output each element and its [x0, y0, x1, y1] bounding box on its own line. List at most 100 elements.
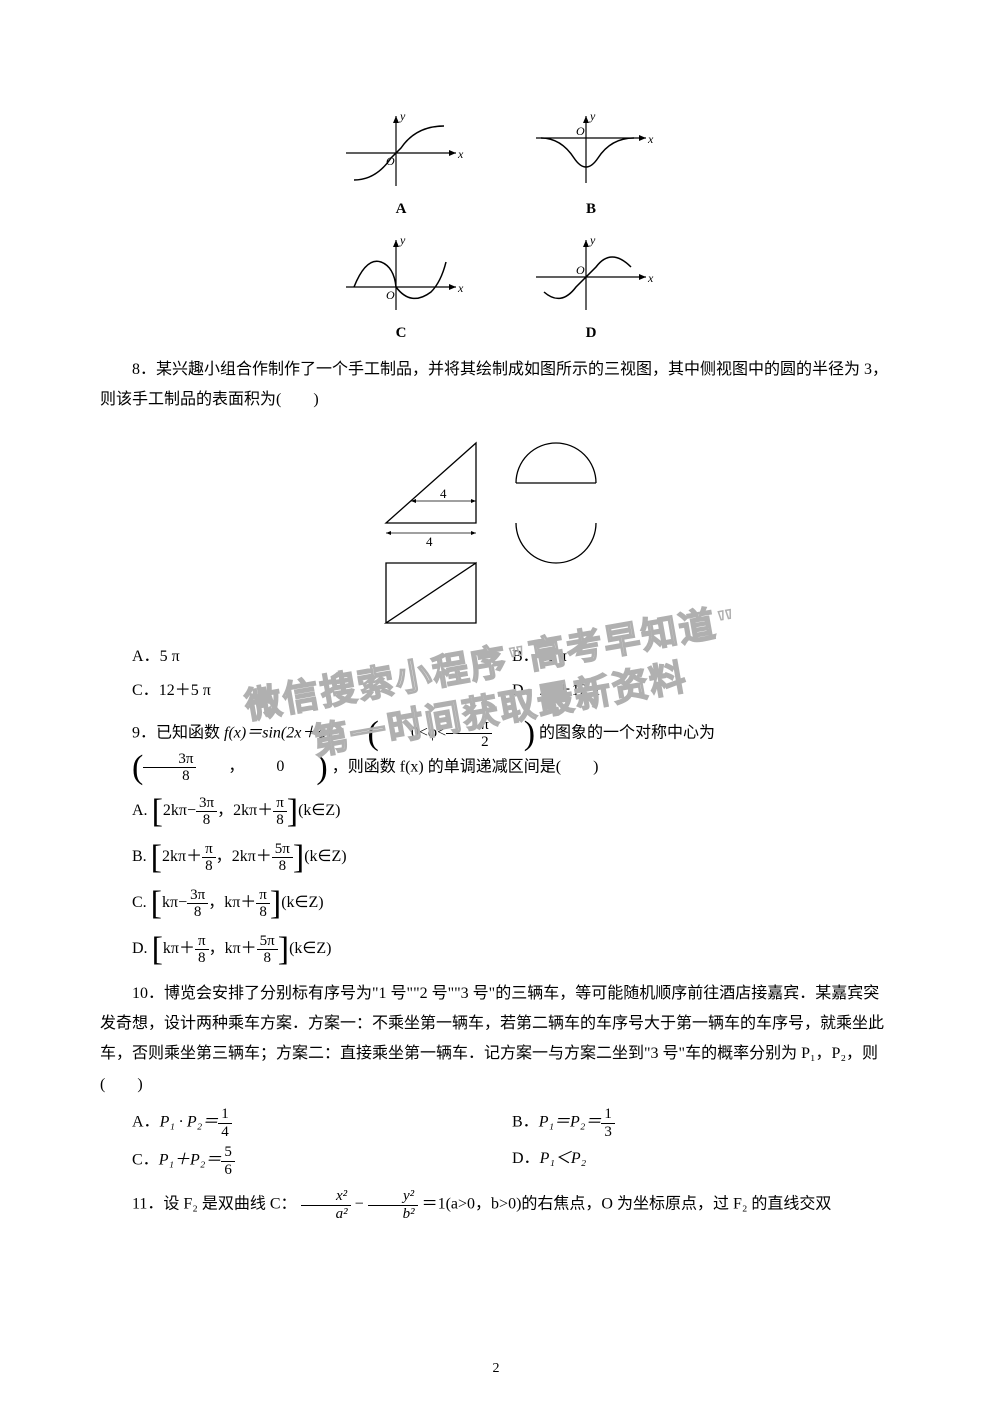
q9c-bn: π — [256, 887, 270, 905]
q9-mid: 的图象的一个对称中心为 — [539, 724, 715, 741]
q9d-an: π — [195, 933, 209, 951]
q10d-lhs: P₁＜P₂ — [540, 1150, 587, 1167]
page-number: 2 — [0, 1356, 992, 1383]
q9b-bn: 5π — [272, 841, 293, 859]
q10c-n: 5 — [221, 1144, 235, 1162]
q10c-lhs: P₁＋P₂＝ — [159, 1152, 222, 1169]
q8-opt-b-text: 10 π — [539, 648, 567, 665]
q11-prefix: 11．设 F₂ 是双曲线 C： — [132, 1196, 297, 1213]
q9d-s1: ＋ — [179, 934, 195, 964]
svg-text:x: x — [647, 132, 654, 146]
q11-xd: a² — [301, 1206, 351, 1223]
q9-opt-c-label: C. — [132, 888, 147, 918]
q9c-s2: ＋ — [240, 888, 256, 918]
svg-text:x: x — [647, 271, 654, 285]
q9b-k: (k∈Z) — [304, 842, 346, 872]
q9-center-den: 8 — [143, 768, 196, 785]
q8-opt-c: C．12＋5 π — [132, 674, 512, 708]
q10b-d: 3 — [601, 1124, 615, 1141]
q7-graph-b: x y O B — [526, 108, 656, 224]
q9d-k: (k∈Z) — [289, 934, 331, 964]
svg-text:y: y — [589, 233, 596, 247]
q8-opt-d: D．24＋12 π — [512, 674, 892, 708]
q11-xn: x² — [301, 1188, 351, 1206]
q9d-ad: 8 — [195, 950, 209, 967]
graph-b-label: B — [586, 195, 596, 224]
q9c-ad: 8 — [187, 904, 208, 921]
q7-figure-row-2: x y O C x y O D — [100, 232, 892, 348]
q8-three-views-svg: 4 4 — [356, 428, 636, 628]
q10-opt-c: C．P₁＋P₂＝56 — [132, 1142, 512, 1180]
q9b-p1: 2kπ — [162, 842, 186, 872]
svg-text:O: O — [386, 288, 395, 302]
q7-graph-a: x y O A — [336, 108, 466, 224]
q8-opt-d-text: 24＋12 π — [540, 682, 600, 699]
q11-yn: y² — [368, 1188, 418, 1206]
svg-text:y: y — [589, 109, 596, 123]
q9a-p1: 2kπ — [163, 796, 187, 826]
q9d-p2: kπ — [225, 934, 241, 964]
q9d-bd: 8 — [257, 950, 278, 967]
q7-graph-d: x y O D — [526, 232, 656, 348]
q9-suffix: ，则函数 f(x) 的单调递减区间是( ) — [332, 758, 599, 775]
q9-opt-b: B. [ 2kπ＋ π8 ，2kπ＋ 5π8 ] (k∈Z) — [132, 835, 892, 881]
q9a-s1: − — [187, 796, 196, 826]
q9b-p2: 2kπ — [232, 842, 256, 872]
graph-d-label: D — [586, 319, 597, 348]
q9-cond-left: 0<φ< — [379, 718, 446, 748]
q9d-s2: ＋ — [241, 934, 257, 964]
svg-text:O: O — [576, 263, 585, 277]
q9-prefix: 9．已知函数 — [132, 724, 224, 741]
q8-opt-b: B．10 π — [512, 640, 892, 674]
q8-figure: 4 4 — [100, 428, 892, 628]
q9c-p2: kπ — [224, 888, 240, 918]
q10a-d: 4 — [218, 1124, 232, 1141]
q9a-p2: 2kπ — [233, 796, 257, 826]
q9-opt-b-label: B. — [132, 842, 147, 872]
q9a-bd: 8 — [273, 812, 287, 829]
q11-yd: b² — [368, 1206, 418, 1223]
q9-center: ( 3π8 ，0 ) — [100, 751, 328, 785]
q9-opt-a-label: A. — [132, 796, 148, 826]
q9b-s2: ＋ — [256, 842, 272, 872]
graph-c-svg: x y O — [336, 232, 466, 317]
q9a-an: 3π — [196, 795, 217, 813]
svg-text:y: y — [399, 233, 406, 247]
q11-suffix: ＝1(a>0，b>0)的右焦点，O 为坐标原点，过 F₂ 的直线交双 — [422, 1196, 832, 1213]
q9c-k: (k∈Z) — [281, 888, 323, 918]
q10-opt-a: A．P₁ · P₂＝14 — [132, 1104, 512, 1142]
q9-opt-d-label: D. — [132, 934, 148, 964]
q9-cond-den: 2 — [446, 734, 492, 751]
q9-center-num: 3π — [143, 751, 196, 769]
q8-dim-top: 4 — [440, 486, 447, 501]
q10a-lhs: P₁ · P₂＝ — [160, 1114, 219, 1131]
svg-text:y: y — [399, 109, 406, 123]
q9b-an: π — [202, 841, 216, 859]
q9c-bd: 8 — [256, 904, 270, 921]
q10-opt-d: D．P₁＜P₂ — [512, 1142, 892, 1180]
q9c-s1: − — [178, 888, 187, 918]
q9c-an: 3π — [187, 887, 208, 905]
svg-text:x: x — [457, 147, 464, 161]
q9b-bd: 8 — [272, 858, 293, 875]
q9d-bn: 5π — [257, 933, 278, 951]
svg-text:x: x — [457, 281, 464, 295]
q10-opt-b: B．P₁＝P₂＝13 — [512, 1104, 892, 1142]
q9d-p1: kπ — [163, 934, 179, 964]
q8-opt-a-text: 5 π — [160, 648, 180, 665]
q9a-ad: 8 — [196, 812, 217, 829]
q10a-n: 1 — [218, 1106, 232, 1124]
q9-cond-num: π — [446, 717, 492, 735]
q9-text: 9．已知函数 f(x)＝sin(2x＋φ) ( 0<φ< π2 ) 的图象的一个… — [100, 717, 892, 785]
q10-text: 10．博览会安排了分别标有序号为"1 号""2 号""3 号"的三辆车，等可能随… — [100, 979, 892, 1101]
q10b-lhs: P₁＝P₂＝ — [539, 1114, 602, 1131]
q11-text: 11．设 F₂ 是双曲线 C： x²a² − y²b² ＝1(a>0，b>0)的… — [100, 1188, 892, 1222]
q9a-bn: π — [273, 795, 287, 813]
q10c-d: 6 — [221, 1162, 235, 1179]
q9-opt-c: C. [ kπ− 3π8 ，kπ＋ π8 ] (k∈Z) — [132, 881, 892, 927]
q9-condition: ( 0<φ< π2 ) — [336, 717, 536, 751]
q9-func: f(x)＝sin(2x＋φ) — [224, 724, 332, 741]
q9-opt-d: D. [ kπ＋ π8 ，kπ＋ 5π8 ] (k∈Z) — [132, 927, 892, 973]
q9b-s1: ＋ — [186, 842, 202, 872]
q9b-ad: 8 — [202, 858, 216, 875]
